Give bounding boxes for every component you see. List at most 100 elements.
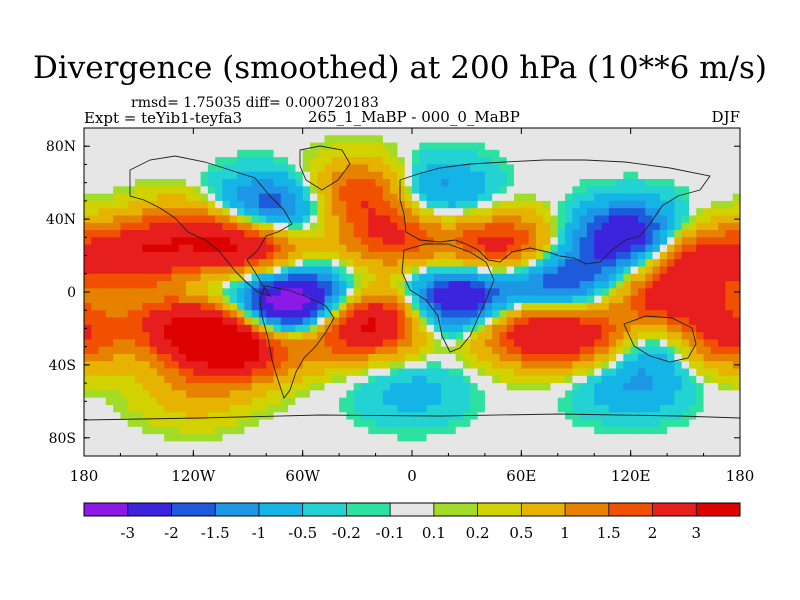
- field-cell: [207, 164, 216, 173]
- field-cell: [171, 390, 180, 399]
- field-cell: [455, 419, 464, 428]
- field-cell: [586, 149, 595, 158]
- field-cell: [273, 288, 282, 297]
- field-cell: [463, 412, 471, 420]
- field-cell: [164, 434, 172, 442]
- field-cell: [113, 353, 121, 362]
- field-cell: [543, 375, 551, 384]
- colorbar-label: 0.2: [466, 524, 490, 542]
- field-cell: [244, 273, 253, 282]
- field-cell: [557, 266, 566, 275]
- field-cell: [397, 353, 406, 362]
- field-cell: [725, 295, 734, 304]
- field-cell: [681, 179, 690, 187]
- field-cell: [266, 397, 274, 406]
- field-cell: [295, 171, 304, 180]
- field-cell: [375, 434, 384, 442]
- field-cell: [608, 128, 617, 136]
- field-cell: [229, 397, 238, 406]
- field-cell: [412, 179, 420, 187]
- field-cell: [433, 149, 442, 158]
- field-cell: [368, 361, 376, 369]
- field-cell: [594, 419, 602, 428]
- field-cell: [594, 266, 602, 275]
- field-cell: [295, 368, 304, 377]
- field-cell: [288, 448, 296, 456]
- field-cell: [674, 295, 683, 304]
- field-cell: [149, 302, 158, 311]
- field-cell: [608, 295, 617, 304]
- field-cell: [667, 251, 675, 260]
- field-cell: [484, 368, 493, 377]
- field-cell: [215, 404, 223, 413]
- field-cell: [135, 375, 143, 384]
- field-cell: [317, 332, 325, 340]
- field-cell: [266, 128, 274, 136]
- field-cell: [550, 448, 559, 456]
- field-cell: [149, 317, 158, 326]
- field-cell: [463, 251, 471, 260]
- field-cell: [565, 157, 573, 165]
- field-cell: [331, 302, 340, 311]
- x-tick-label: 180: [70, 467, 99, 485]
- field-cell: [514, 244, 522, 253]
- field-cell: [84, 295, 92, 304]
- field-cell: [586, 142, 595, 151]
- colorbar-swatch: [171, 503, 216, 516]
- field-cell: [521, 251, 530, 260]
- field-cell: [674, 288, 683, 297]
- field-cell: [222, 332, 231, 340]
- field-cell: [302, 171, 311, 180]
- field-cell: [317, 281, 325, 289]
- field-cell: [266, 332, 274, 340]
- field-cell: [200, 128, 209, 136]
- field-cell: [149, 419, 158, 428]
- field-cell: [142, 346, 150, 355]
- field-cell: [659, 353, 668, 362]
- field-cell: [463, 230, 471, 238]
- field-cell: [331, 164, 340, 173]
- field-cell: [113, 222, 121, 231]
- field-cell: [258, 426, 267, 435]
- x-tick-label: 60E: [506, 467, 536, 485]
- field-cell: [91, 149, 99, 158]
- field-cell: [521, 215, 530, 224]
- field-cell: [156, 434, 165, 442]
- field-cell: [492, 244, 500, 253]
- field-cell: [696, 222, 704, 231]
- field-cell: [645, 237, 653, 246]
- field-cell: [266, 186, 274, 194]
- field-cell: [237, 179, 245, 187]
- field-cell: [543, 281, 551, 289]
- field-cell: [207, 317, 216, 326]
- field-cell: [630, 434, 639, 442]
- field-cell: [426, 135, 435, 143]
- field-cell: [390, 157, 398, 165]
- field-cell: [441, 368, 449, 377]
- field-cell: [492, 215, 500, 224]
- field-cell: [390, 230, 398, 238]
- field-cell: [484, 281, 493, 289]
- field-cell: [375, 448, 384, 456]
- field-cell: [149, 368, 158, 377]
- field-cell: [674, 434, 683, 442]
- field-cell: [696, 295, 704, 304]
- field-cell: [725, 222, 734, 231]
- field-cell: [528, 332, 537, 340]
- field-cell: [222, 404, 231, 413]
- field-cell: [258, 397, 267, 406]
- field-cell: [360, 128, 369, 136]
- field-cell: [557, 361, 566, 369]
- field-cell: [222, 164, 231, 173]
- field-cell: [608, 215, 617, 224]
- field-cell: [543, 426, 551, 435]
- field-cell: [718, 448, 726, 456]
- field-cell: [251, 448, 260, 456]
- field-cell: [237, 135, 245, 143]
- field-cell: [84, 353, 92, 362]
- field-cell: [419, 157, 427, 165]
- field-cell: [91, 448, 99, 456]
- field-cell: [710, 237, 719, 246]
- field-cell: [404, 259, 413, 267]
- field-cell: [579, 404, 588, 413]
